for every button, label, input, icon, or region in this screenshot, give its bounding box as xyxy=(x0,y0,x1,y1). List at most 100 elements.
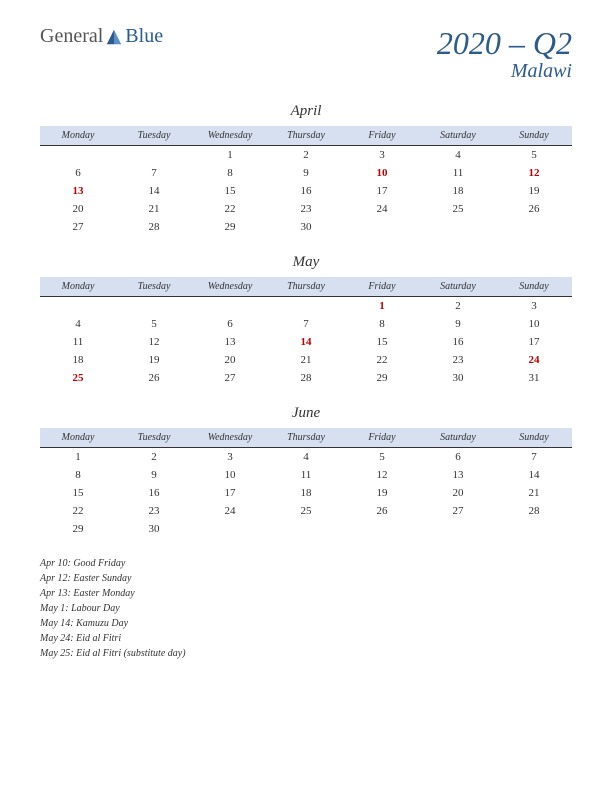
day-cell: 20 xyxy=(192,351,268,369)
day-cell: 10 xyxy=(496,315,572,333)
day-header: Sunday xyxy=(496,126,572,146)
day-cell: 30 xyxy=(268,218,344,236)
week-row: 12345 xyxy=(40,146,572,165)
day-header: Saturday xyxy=(420,126,496,146)
day-header: Friday xyxy=(344,277,420,297)
day-cell: 23 xyxy=(116,502,192,520)
day-cell: 19 xyxy=(116,351,192,369)
day-cell: 28 xyxy=(268,369,344,387)
day-cell: 21 xyxy=(496,484,572,502)
week-row: 2930 xyxy=(40,520,572,538)
day-cell: 2 xyxy=(268,146,344,165)
day-cell: 12 xyxy=(116,333,192,351)
calendar-table: MondayTuesdayWednesdayThursdayFridaySatu… xyxy=(40,428,572,538)
calendar-table: MondayTuesdayWednesdayThursdayFridaySatu… xyxy=(40,126,572,236)
day-cell: 17 xyxy=(192,484,268,502)
day-cell: 19 xyxy=(344,484,420,502)
day-cell: 11 xyxy=(40,333,116,351)
day-cell: 29 xyxy=(344,369,420,387)
day-header: Monday xyxy=(40,428,116,448)
day-cell: 27 xyxy=(420,502,496,520)
title-main: 2020 – Q2 xyxy=(437,25,572,62)
day-cell: 28 xyxy=(496,502,572,520)
day-cell: 7 xyxy=(496,448,572,467)
day-cell: 27 xyxy=(192,369,268,387)
day-cell: 24 xyxy=(496,351,572,369)
day-cell: 3 xyxy=(192,448,268,467)
day-cell: 14 xyxy=(268,333,344,351)
title-sub: Malawi xyxy=(437,60,572,83)
day-cell: 22 xyxy=(192,200,268,218)
day-cell xyxy=(116,146,192,165)
day-cell: 2 xyxy=(116,448,192,467)
day-cell: 9 xyxy=(420,315,496,333)
day-cell xyxy=(344,520,420,538)
day-cell: 6 xyxy=(420,448,496,467)
day-cell: 23 xyxy=(268,200,344,218)
day-header: Friday xyxy=(344,428,420,448)
day-header: Saturday xyxy=(420,428,496,448)
day-cell xyxy=(192,297,268,316)
day-cell xyxy=(496,218,572,236)
day-cell: 26 xyxy=(496,200,572,218)
day-cell: 5 xyxy=(496,146,572,165)
day-cell: 13 xyxy=(192,333,268,351)
day-cell: 18 xyxy=(420,182,496,200)
day-cell: 12 xyxy=(344,466,420,484)
day-header: Wednesday xyxy=(192,126,268,146)
day-header: Tuesday xyxy=(116,428,192,448)
day-cell: 16 xyxy=(116,484,192,502)
day-cell: 5 xyxy=(344,448,420,467)
day-cell: 9 xyxy=(268,164,344,182)
day-cell xyxy=(40,146,116,165)
day-cell: 7 xyxy=(268,315,344,333)
day-cell: 25 xyxy=(268,502,344,520)
day-header: Wednesday xyxy=(192,428,268,448)
day-cell xyxy=(40,297,116,316)
month-name: April xyxy=(40,103,572,120)
day-cell: 18 xyxy=(40,351,116,369)
logo: General Blue xyxy=(40,25,163,48)
header: General Blue 2020 – Q2 Malawi xyxy=(40,25,572,83)
day-header: Thursday xyxy=(268,277,344,297)
day-cell: 8 xyxy=(192,164,268,182)
day-cell: 10 xyxy=(344,164,420,182)
holiday-item: Apr 13: Easter Monday xyxy=(40,586,572,601)
day-cell xyxy=(116,297,192,316)
day-cell: 16 xyxy=(268,182,344,200)
day-cell: 1 xyxy=(344,297,420,316)
day-cell: 26 xyxy=(344,502,420,520)
day-cell: 25 xyxy=(40,369,116,387)
day-cell: 31 xyxy=(496,369,572,387)
day-header: Wednesday xyxy=(192,277,268,297)
day-cell: 7 xyxy=(116,164,192,182)
day-header: Friday xyxy=(344,126,420,146)
month-name: June xyxy=(40,405,572,422)
day-cell: 13 xyxy=(40,182,116,200)
day-cell: 1 xyxy=(192,146,268,165)
months-container: AprilMondayTuesdayWednesdayThursdayFrida… xyxy=(40,103,572,538)
day-cell: 14 xyxy=(116,182,192,200)
week-row: 13141516171819 xyxy=(40,182,572,200)
day-cell xyxy=(496,520,572,538)
logo-text-general: General xyxy=(40,25,103,48)
day-cell: 6 xyxy=(40,164,116,182)
week-row: 20212223242526 xyxy=(40,200,572,218)
day-cell: 17 xyxy=(496,333,572,351)
day-cell xyxy=(268,520,344,538)
day-cell: 16 xyxy=(420,333,496,351)
week-row: 15161718192021 xyxy=(40,484,572,502)
day-cell xyxy=(192,520,268,538)
day-cell: 29 xyxy=(40,520,116,538)
day-cell: 2 xyxy=(420,297,496,316)
day-header: Tuesday xyxy=(116,277,192,297)
day-header: Thursday xyxy=(268,126,344,146)
day-header: Sunday xyxy=(496,277,572,297)
day-header: Monday xyxy=(40,126,116,146)
holiday-item: Apr 12: Easter Sunday xyxy=(40,571,572,586)
day-cell: 3 xyxy=(344,146,420,165)
week-row: 25262728293031 xyxy=(40,369,572,387)
day-cell: 15 xyxy=(192,182,268,200)
day-cell xyxy=(420,520,496,538)
day-cell: 8 xyxy=(344,315,420,333)
